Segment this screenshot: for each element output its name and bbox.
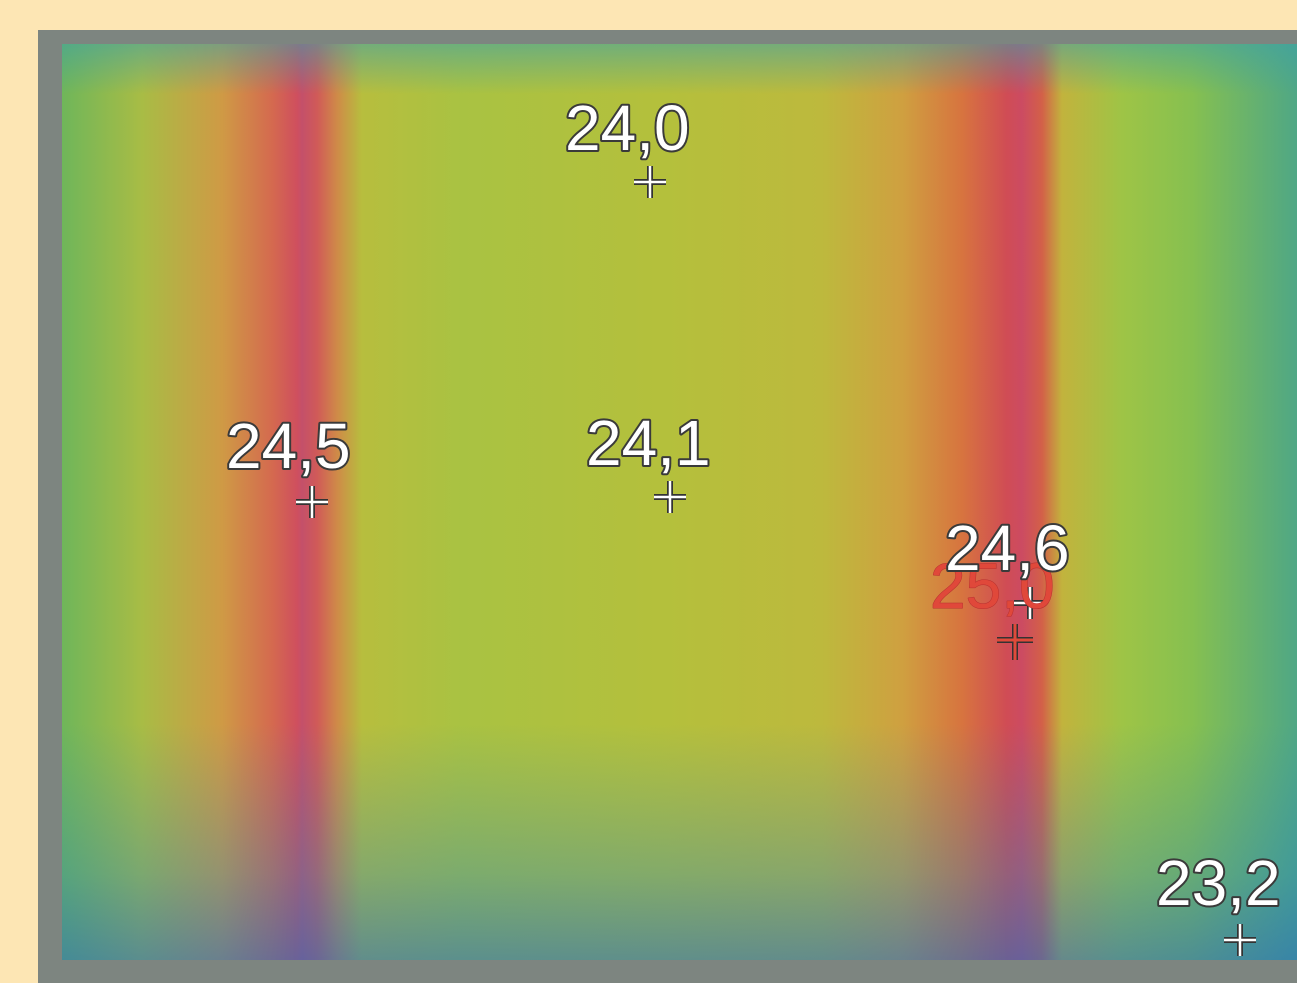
reading-label: 24,5: [226, 410, 351, 482]
reading-label: 24,0: [565, 92, 690, 164]
overlay: 25,0 24,0 24,5 24,1 24,6 23,2: [0, 0, 1297, 983]
reading-label: 23,2: [1156, 847, 1281, 919]
page: 25,0 24,0 24,5 24,1 24,6 23,2 (() => { c…: [0, 0, 1297, 983]
crosshairs: [296, 166, 1256, 956]
reading-label: 24,1: [586, 407, 711, 479]
reading-label: 24,6: [945, 512, 1070, 584]
